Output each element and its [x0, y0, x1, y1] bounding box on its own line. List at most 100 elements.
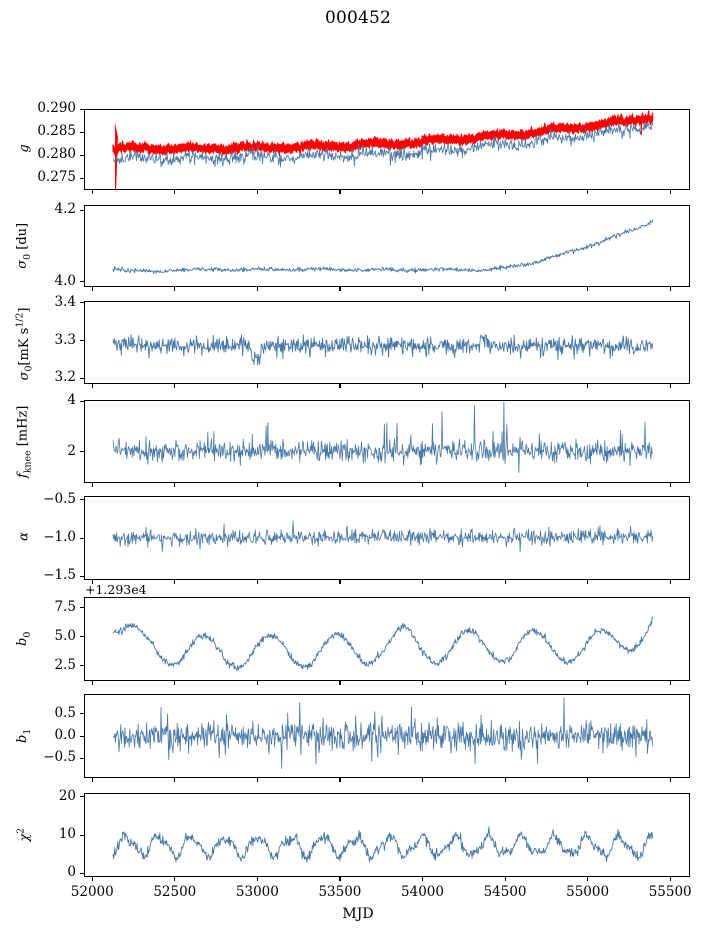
y-tickmark-b0: [80, 636, 84, 638]
x-axis-label: MJD: [342, 906, 374, 922]
x-tickmark: [587, 778, 589, 782]
x-tickmark: [504, 190, 506, 194]
series-b0: [112, 616, 654, 672]
x-tickmark: [422, 483, 424, 487]
y-tickmark-sigma0_du: [80, 209, 84, 211]
y-tickmark-b1: [80, 713, 84, 715]
x-tickmark: [587, 681, 589, 685]
series-alpha: [112, 520, 654, 553]
x-tickmark: [256, 580, 258, 584]
plot-panel-b1: [84, 694, 690, 778]
series-sigma0_mK: [112, 333, 654, 366]
x-ticklabel-0: 52000: [70, 884, 114, 900]
y-tickmark-b1: [80, 757, 84, 759]
x-tickmark: [587, 384, 589, 388]
series-data: [112, 120, 654, 168]
y-ticklabel-b0-2: 7.5: [54, 598, 76, 615]
x-tickmark: [174, 287, 176, 291]
x-tickmark: [174, 580, 176, 584]
plot-panel-alpha: [84, 496, 690, 580]
y-ticklabel-fknee-1: 4: [67, 392, 76, 409]
x-tickmark: [256, 778, 258, 782]
x-tickmark: [422, 681, 424, 685]
x-tickmark: [339, 287, 341, 291]
y-ticklabel-g-1: 0.280: [37, 146, 76, 163]
series-sigma0: [112, 219, 654, 275]
x-tickmark: [504, 384, 506, 388]
y-ticklabel-fknee-0: 2: [67, 442, 76, 459]
x-tickmark: [256, 681, 258, 685]
x-tickmark: [669, 580, 671, 584]
plot-panel-g: [84, 109, 690, 190]
y-tickmark-g: [80, 131, 84, 133]
x-tickmark: [422, 287, 424, 291]
x-ticklabel-4: 54000: [401, 884, 444, 900]
x-tickmark: [91, 877, 93, 881]
x-tickmark: [669, 778, 671, 782]
x-tickmark: [669, 681, 671, 685]
x-tickmark: [256, 483, 258, 487]
x-tickmark: [256, 190, 258, 194]
x-tickmark: [422, 190, 424, 194]
figure-title: 000452: [324, 8, 392, 28]
x-tickmark: [504, 778, 506, 782]
y-ticklabel-b1-1: 0.0: [54, 727, 76, 743]
x-tickmark: [256, 384, 258, 388]
y-axis-label-chi2: χ2: [15, 827, 33, 842]
x-tickmark: [422, 877, 424, 881]
y-ticklabel-chi2-2: 20: [58, 787, 76, 804]
x-tickmark: [422, 778, 424, 782]
x-tickmark: [669, 287, 671, 291]
x-tickmark: [669, 190, 671, 194]
y-ticklabel-alpha-0: −1.5: [43, 567, 76, 584]
y-tickmark-alpha: [80, 499, 84, 501]
plot-panel-fknee: [84, 400, 690, 483]
plot-panel-sigma0_du: [84, 205, 690, 287]
x-tickmark: [174, 483, 176, 487]
y-ticklabel-b0-1: 5.0: [54, 627, 76, 644]
y-ticklabel-b0-0: 2.5: [54, 656, 76, 673]
y-ticklabel-chi2-1: 10: [58, 826, 76, 842]
x-ticklabel-6: 55000: [566, 884, 610, 900]
x-tickmark: [339, 190, 341, 194]
x-tickmark: [339, 778, 341, 782]
x-tickmark: [504, 483, 506, 487]
x-tickmark: [91, 778, 93, 782]
x-tickmark: [256, 287, 258, 291]
x-tickmark: [256, 877, 258, 881]
y-axis-offset-text-b0: +1.293e4: [85, 582, 147, 597]
y-tickmark-chi2: [80, 834, 84, 836]
series-b1: [112, 697, 654, 769]
y-tickmark-sigma0_mK: [80, 340, 84, 342]
y-ticklabel-sigma0_mK-0: 3.2: [54, 369, 76, 386]
x-tickmark: [587, 287, 589, 291]
x-ticklabel-1: 52500: [153, 884, 197, 900]
x-tickmark: [669, 877, 671, 881]
y-tickmark-g: [80, 154, 84, 156]
y-tickmark-b0: [80, 665, 84, 667]
x-ticklabel-7: 55500: [648, 884, 692, 900]
y-tickmark-sigma0_mK: [80, 302, 84, 304]
x-tickmark: [422, 384, 424, 388]
x-tickmark: [174, 877, 176, 881]
plot-panel-b0: [84, 597, 690, 681]
x-tickmark: [422, 580, 424, 584]
y-tickmark-chi2: [80, 796, 84, 798]
y-tickmark-b0: [80, 607, 84, 609]
y-tickmark-g: [80, 108, 84, 110]
x-tickmark: [669, 483, 671, 487]
x-tickmark: [504, 877, 506, 881]
y-tickmark-b1: [80, 735, 84, 737]
y-ticklabel-sigma0_du-0: 4.0: [54, 272, 76, 289]
x-tickmark: [587, 877, 589, 881]
y-tickmark-alpha: [80, 575, 84, 577]
x-tickmark: [339, 580, 341, 584]
x-tickmark: [91, 580, 93, 584]
x-tickmark: [504, 580, 506, 584]
x-tickmark: [174, 681, 176, 685]
x-tickmark: [91, 287, 93, 291]
y-ticklabel-g-0: 0.275: [37, 169, 76, 186]
x-tickmark: [504, 287, 506, 291]
x-ticklabel-3: 53500: [318, 884, 362, 900]
series-model-band: [112, 110, 654, 157]
